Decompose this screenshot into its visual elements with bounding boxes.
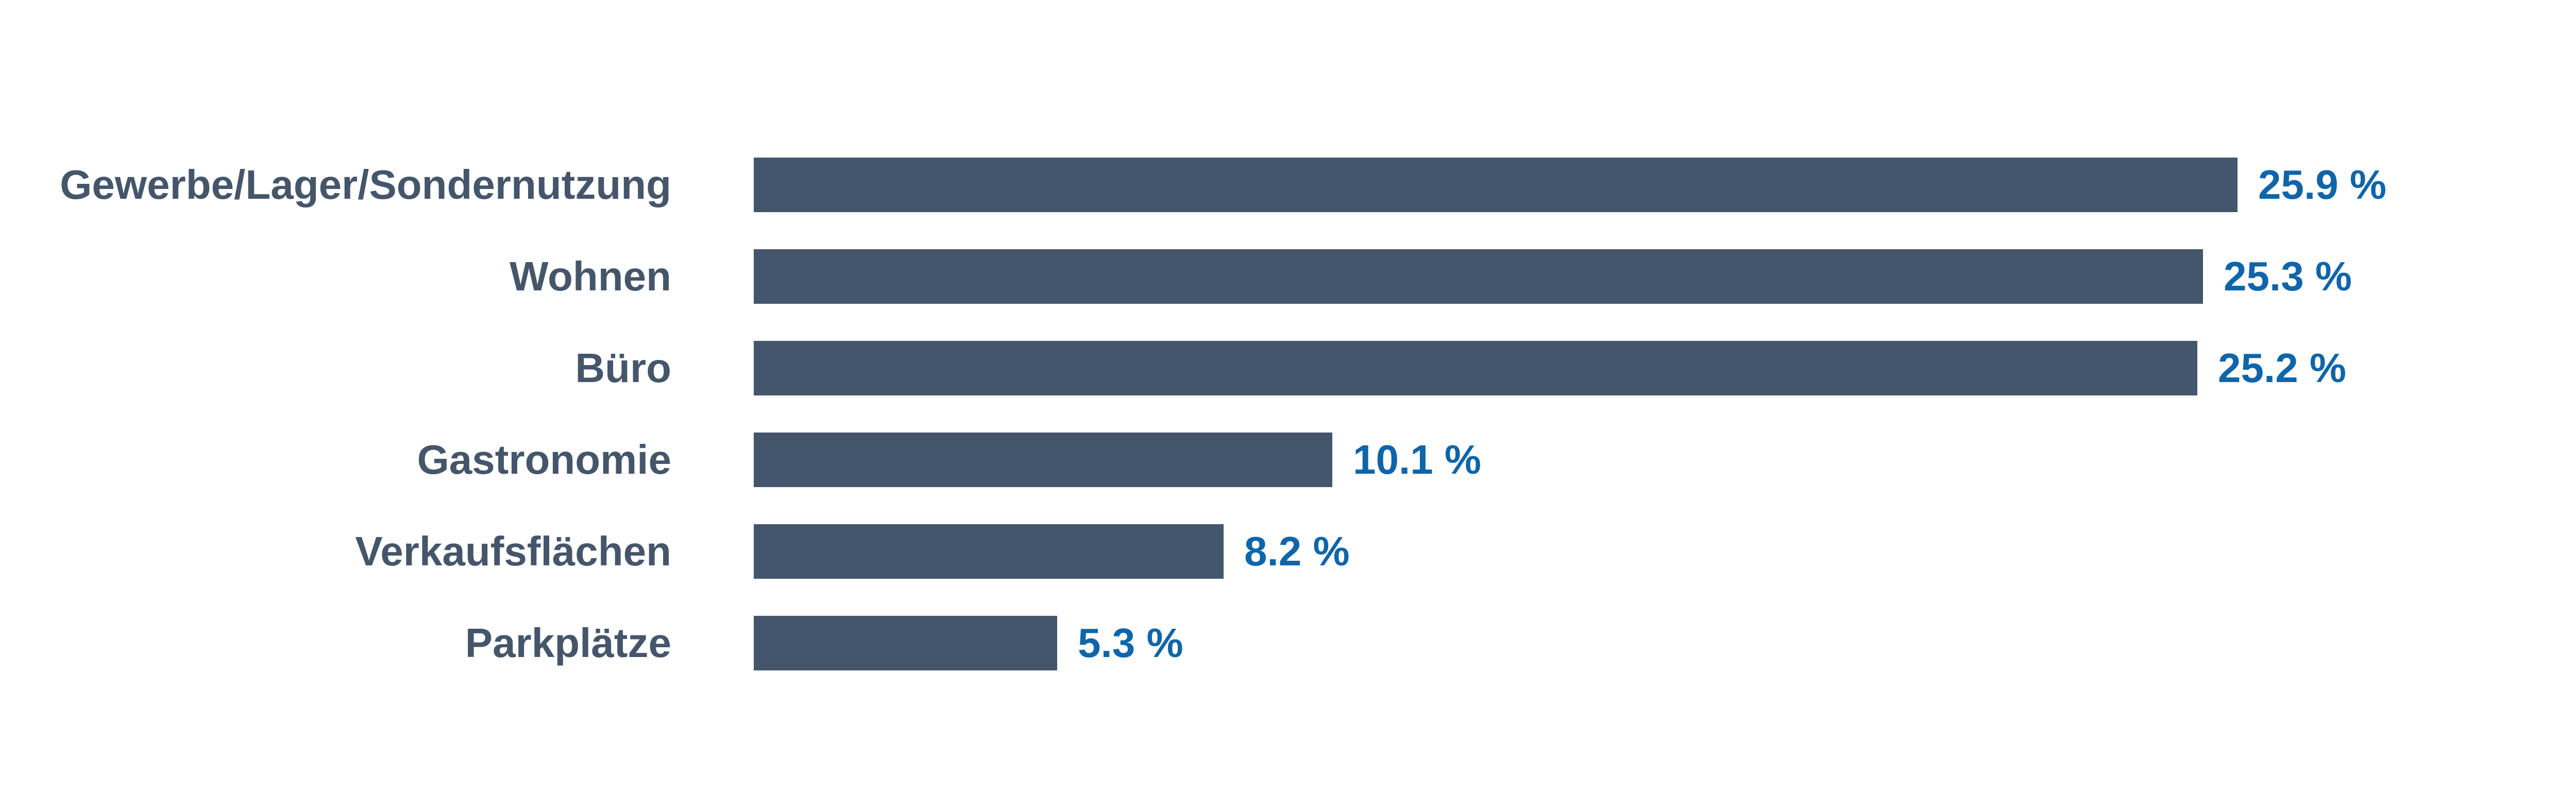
bar xyxy=(754,249,2203,304)
value-label: 5.3 % xyxy=(1078,620,1183,666)
bar xyxy=(754,158,2238,212)
bar xyxy=(754,524,1224,579)
bar-track: 25.3 % xyxy=(754,249,2352,304)
value-label: 25.2 % xyxy=(2218,345,2347,391)
value-label: 8.2 % xyxy=(1244,528,1350,574)
bar-track: 5.3 % xyxy=(754,616,1183,670)
category-label: Büro xyxy=(575,345,671,391)
bar-track: 25.2 % xyxy=(754,341,2346,395)
bar-track: 10.1 % xyxy=(754,433,1481,487)
bar-row: Parkplätze 5.3 % xyxy=(0,616,2386,670)
category-label: Gastronomie xyxy=(417,437,671,482)
bar-row: Gastronomie 10.1 % xyxy=(0,433,2386,487)
bar-row: Gewerbe/Lager/Sondernutzung 25.9 % xyxy=(0,158,2386,212)
bar-track: 8.2 % xyxy=(754,524,1350,579)
category-label: Gewerbe/Lager/Sondernutzung xyxy=(60,162,671,208)
category-label: Parkplätze xyxy=(465,620,671,666)
bar xyxy=(754,616,1057,670)
value-label: 10.1 % xyxy=(1353,437,1482,482)
category-label: Wohnen xyxy=(509,253,671,299)
bar xyxy=(754,341,2197,395)
bar-track: 25.9 % xyxy=(754,158,2386,212)
value-label: 25.9 % xyxy=(2258,162,2387,208)
bar-row: Wohnen 25.3 % xyxy=(0,249,2386,304)
category-label: Verkaufsflächen xyxy=(355,528,671,574)
bar-chart: Gewerbe/Lager/Sondernutzung 25.9 % Wohnen 2… xyxy=(0,158,2386,707)
bar-row: Verkaufsflächen 8.2 % xyxy=(0,524,2386,579)
bar-row: Büro 25.2 % xyxy=(0,341,2386,395)
bar xyxy=(754,433,1332,487)
value-label: 25.3 % xyxy=(2224,253,2352,299)
